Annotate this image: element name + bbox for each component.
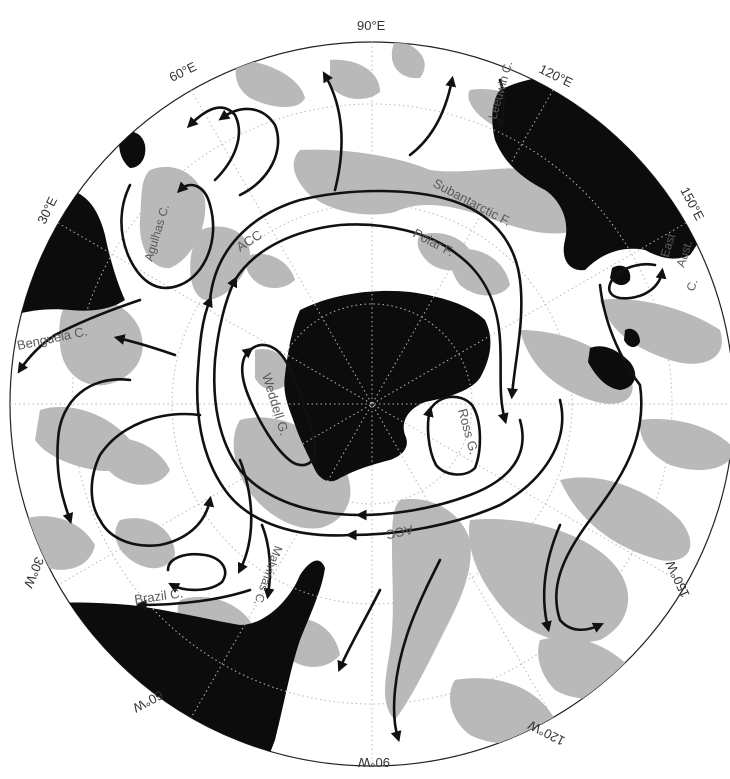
south-atlantic-gyre-inner-current bbox=[90, 412, 215, 547]
east-aust-label-3: C. bbox=[684, 277, 701, 293]
leeuwin-south-arrow bbox=[496, 78, 508, 130]
brazil-current bbox=[135, 588, 252, 611]
acc-lower-inner-current bbox=[355, 418, 524, 521]
ross-gyre-current bbox=[423, 395, 482, 476]
acc-west-current bbox=[195, 295, 352, 537]
malvinas-current bbox=[260, 523, 275, 600]
lon-30w-label: 30°W bbox=[20, 555, 47, 591]
north-indian-arrow bbox=[322, 71, 343, 192]
new-zealand-north-landmass bbox=[624, 328, 640, 348]
lon-90w-label: 90°W bbox=[357, 755, 390, 770]
madagascar-landmass bbox=[119, 131, 146, 168]
ocean-currents bbox=[17, 71, 667, 743]
benguela-current bbox=[17, 298, 142, 374]
south-atlantic-gyre-current bbox=[56, 378, 132, 525]
acc-west-inner-current bbox=[212, 276, 362, 517]
subantarctic-front-current bbox=[208, 189, 523, 400]
acc-bottom-label: ACC bbox=[385, 522, 415, 542]
indian-loop-current bbox=[218, 107, 280, 197]
agulhas-return-current bbox=[186, 106, 241, 182]
agulhas-current bbox=[120, 181, 215, 290]
pacific-arrow-2 bbox=[337, 588, 382, 673]
east-australian-current bbox=[608, 262, 667, 300]
polar-front-current bbox=[233, 223, 509, 425]
pacific-arrow-3 bbox=[541, 523, 562, 633]
brazil-loop-current bbox=[238, 458, 253, 574]
brazil-current-label: Brazil C. bbox=[133, 585, 184, 607]
brazil-gyre-current bbox=[166, 552, 227, 593]
weddell-gyre-current bbox=[240, 343, 317, 467]
tasman-outflow-current bbox=[554, 283, 643, 633]
south-atlantic-arrow bbox=[113, 334, 177, 357]
lon-60w-label: 60°W bbox=[130, 687, 166, 716]
lon-30e-label: 30°E bbox=[34, 194, 60, 226]
pacific-arrow-1 bbox=[390, 558, 442, 743]
antarctica-landmass bbox=[284, 290, 491, 482]
leeuwin-current bbox=[408, 75, 457, 157]
lon-60e-label: 60°E bbox=[167, 59, 199, 85]
longitude-labels: 90°E 60°E 30°E 120°E 150°E 30°W 60°W 90°… bbox=[20, 18, 707, 770]
acc-lower-current bbox=[345, 398, 564, 541]
lon-90e-label: 90°E bbox=[357, 18, 386, 33]
